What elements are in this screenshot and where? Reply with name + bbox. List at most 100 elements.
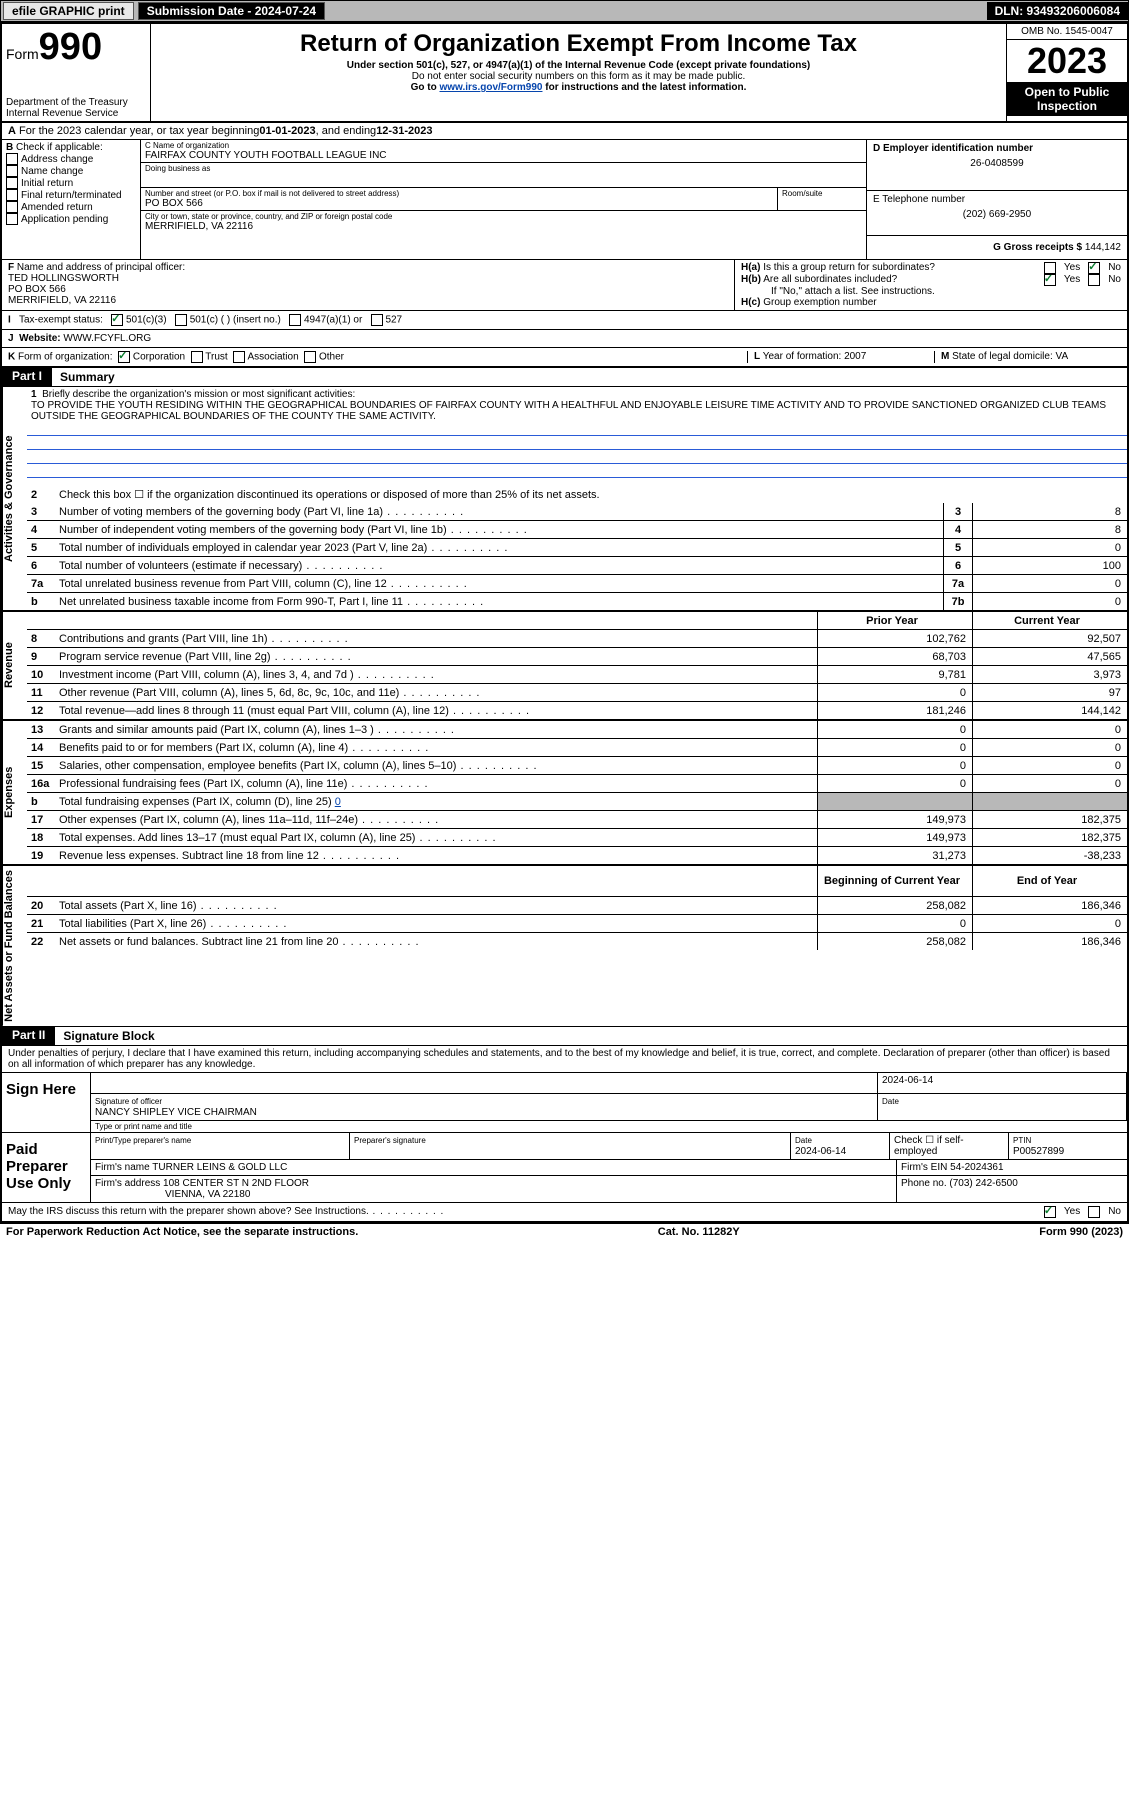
ptin-value: P00527899 bbox=[1013, 1146, 1064, 1157]
ha-text: Is this a group return for subordinates? bbox=[763, 262, 935, 273]
sign-date-label: Date bbox=[882, 1097, 899, 1106]
rev-header-blank bbox=[59, 620, 817, 622]
sign-here-block: Sign Here 2024-06-14 Signature of office… bbox=[2, 1073, 1127, 1133]
hb-no-checkbox[interactable] bbox=[1088, 274, 1100, 286]
revenue-section: Revenue Prior Year Current Year 8 Contri… bbox=[2, 612, 1127, 721]
section-l-text: Year of formation: bbox=[763, 351, 844, 362]
line-text: Total liabilities (Part X, line 26) bbox=[59, 917, 817, 931]
gov-line-box: 7b bbox=[943, 593, 972, 610]
section-i-label: I bbox=[8, 315, 11, 326]
gov-line-text: Number of voting members of the governin… bbox=[59, 505, 943, 519]
final-return-checkbox[interactable] bbox=[6, 189, 18, 201]
line2-num: 2 bbox=[27, 489, 59, 501]
section-b-instr: Check if applicable: bbox=[16, 142, 103, 153]
gov-line-val: 0 bbox=[972, 539, 1127, 556]
section-j-label: J bbox=[8, 333, 14, 344]
opt-assoc: Association bbox=[248, 352, 299, 363]
header-center: Return of Organization Exempt From Incom… bbox=[151, 24, 1006, 121]
amended-return-checkbox[interactable] bbox=[6, 201, 18, 213]
gov-line-box: 7a bbox=[943, 575, 972, 592]
section-h: H(a) Is this a group return for subordin… bbox=[734, 260, 1127, 310]
current-val: 186,346 bbox=[972, 933, 1127, 950]
section-d: D Employer identification number 26-0408… bbox=[866, 140, 1127, 259]
other-checkbox[interactable] bbox=[304, 351, 316, 363]
prep-print-label: Print/Type preparer's name bbox=[95, 1136, 191, 1145]
line2-text: Check this box ☐ if the organization dis… bbox=[59, 487, 1127, 502]
gov-line-num: 3 bbox=[27, 506, 59, 518]
gov-line-val: 0 bbox=[972, 575, 1127, 592]
goto-post: for instructions and the latest informat… bbox=[542, 82, 746, 93]
line-num: 16a bbox=[27, 778, 59, 790]
officer-signature-line[interactable] bbox=[91, 1073, 878, 1093]
gov-line-val: 8 bbox=[972, 521, 1127, 538]
discuss-no-checkbox[interactable] bbox=[1088, 1206, 1100, 1218]
section-f-text: Name and address of principal officer: bbox=[17, 262, 185, 273]
current-val: 182,375 bbox=[972, 811, 1127, 828]
address-change-checkbox[interactable] bbox=[6, 153, 18, 165]
begin-year-header: Beginning of Current Year bbox=[817, 866, 972, 896]
current-val: 186,346 bbox=[972, 897, 1127, 914]
year-formation: 2007 bbox=[844, 351, 866, 362]
line1-text: Briefly describe the organization's miss… bbox=[42, 389, 355, 400]
line-num: 13 bbox=[27, 724, 59, 736]
ein-value: 26-0408599 bbox=[873, 154, 1121, 169]
gov-line-text: Number of independent voting members of … bbox=[59, 523, 943, 537]
firm-addr-label: Firm's address bbox=[95, 1178, 163, 1189]
gov-line-val: 100 bbox=[972, 557, 1127, 574]
ha-label: H(a) bbox=[741, 262, 760, 273]
website-value: WWW.FCYFL.ORG bbox=[63, 333, 151, 344]
prep-date: 2024-06-14 bbox=[795, 1146, 846, 1157]
state-domicile: VA bbox=[1056, 351, 1069, 362]
gov-line-num: 7a bbox=[27, 578, 59, 590]
501c3-checkbox[interactable] bbox=[111, 314, 123, 326]
gov-line-text: Total number of individuals employed in … bbox=[59, 541, 943, 555]
line16b-link[interactable]: 0 bbox=[335, 796, 341, 808]
line-text: Investment income (Part VIII, column (A)… bbox=[59, 668, 817, 682]
initial-return-checkbox[interactable] bbox=[6, 177, 18, 189]
gov-line-num: 6 bbox=[27, 560, 59, 572]
netassets-tab: Net Assets or Fund Balances bbox=[2, 866, 27, 1026]
corporation-checkbox[interactable] bbox=[118, 351, 130, 363]
opt-trust: Trust bbox=[205, 352, 227, 363]
mission-text: TO PROVIDE THE YOUTH RESIDING WITHIN THE… bbox=[31, 400, 1106, 422]
name-change-checkbox[interactable] bbox=[6, 165, 18, 177]
opt-other: Other bbox=[319, 352, 344, 363]
section-c: C Name of organization FAIRFAX COUNTY YO… bbox=[141, 140, 866, 259]
association-checkbox[interactable] bbox=[233, 351, 245, 363]
gov-line-box: 3 bbox=[943, 503, 972, 520]
application-pending-checkbox[interactable] bbox=[6, 213, 18, 225]
firm-addr2: VIENNA, VA 22180 bbox=[95, 1189, 250, 1200]
trust-checkbox[interactable] bbox=[191, 351, 203, 363]
hb-yes-checkbox[interactable] bbox=[1044, 274, 1056, 286]
form-container: Form990 Department of the Treasury Inter… bbox=[0, 22, 1129, 1224]
part2-header: Part II Signature Block bbox=[2, 1026, 1127, 1046]
efile-print-button[interactable]: efile GRAPHIC print bbox=[3, 2, 134, 20]
discuss-row: May the IRS discuss this return with the… bbox=[2, 1203, 1127, 1222]
sig-officer-label: Signature of officer bbox=[95, 1097, 162, 1106]
prior-val: 0 bbox=[817, 739, 972, 756]
omb-number: OMB No. 1545-0047 bbox=[1007, 24, 1127, 40]
section-f-label: F bbox=[8, 262, 14, 273]
gross-receipts-value: 144,142 bbox=[1085, 242, 1121, 253]
mission-line bbox=[27, 422, 1127, 436]
hb-no: No bbox=[1108, 274, 1121, 286]
4947-checkbox[interactable] bbox=[289, 314, 301, 326]
section-a-pre: For the 2023 calendar year, or tax year … bbox=[19, 125, 259, 137]
ha-no-checkbox[interactable] bbox=[1088, 262, 1100, 274]
501c-checkbox[interactable] bbox=[175, 314, 187, 326]
page-footer: For Paperwork Reduction Act Notice, see … bbox=[0, 1224, 1129, 1240]
gov-line-num: 4 bbox=[27, 524, 59, 536]
discuss-yes-checkbox[interactable] bbox=[1044, 1206, 1056, 1218]
current-val: 0 bbox=[972, 915, 1127, 932]
ha-yes: Yes bbox=[1064, 262, 1080, 274]
prior-val: 31,273 bbox=[817, 847, 972, 864]
tax-year-begin: 01-01-2023 bbox=[259, 125, 315, 137]
section-a-label: A bbox=[8, 125, 16, 137]
open-inspection: Open to Public Inspection bbox=[1007, 82, 1127, 116]
instructions-link[interactable]: www.irs.gov/Form990 bbox=[439, 82, 542, 93]
header-left: Form990 Department of the Treasury Inter… bbox=[2, 24, 151, 121]
527-checkbox[interactable] bbox=[371, 314, 383, 326]
section-k-text: Form of organization: bbox=[18, 352, 113, 363]
prior-val: 68,703 bbox=[817, 648, 972, 665]
opt-501c3: 501(c)(3) bbox=[126, 315, 167, 326]
